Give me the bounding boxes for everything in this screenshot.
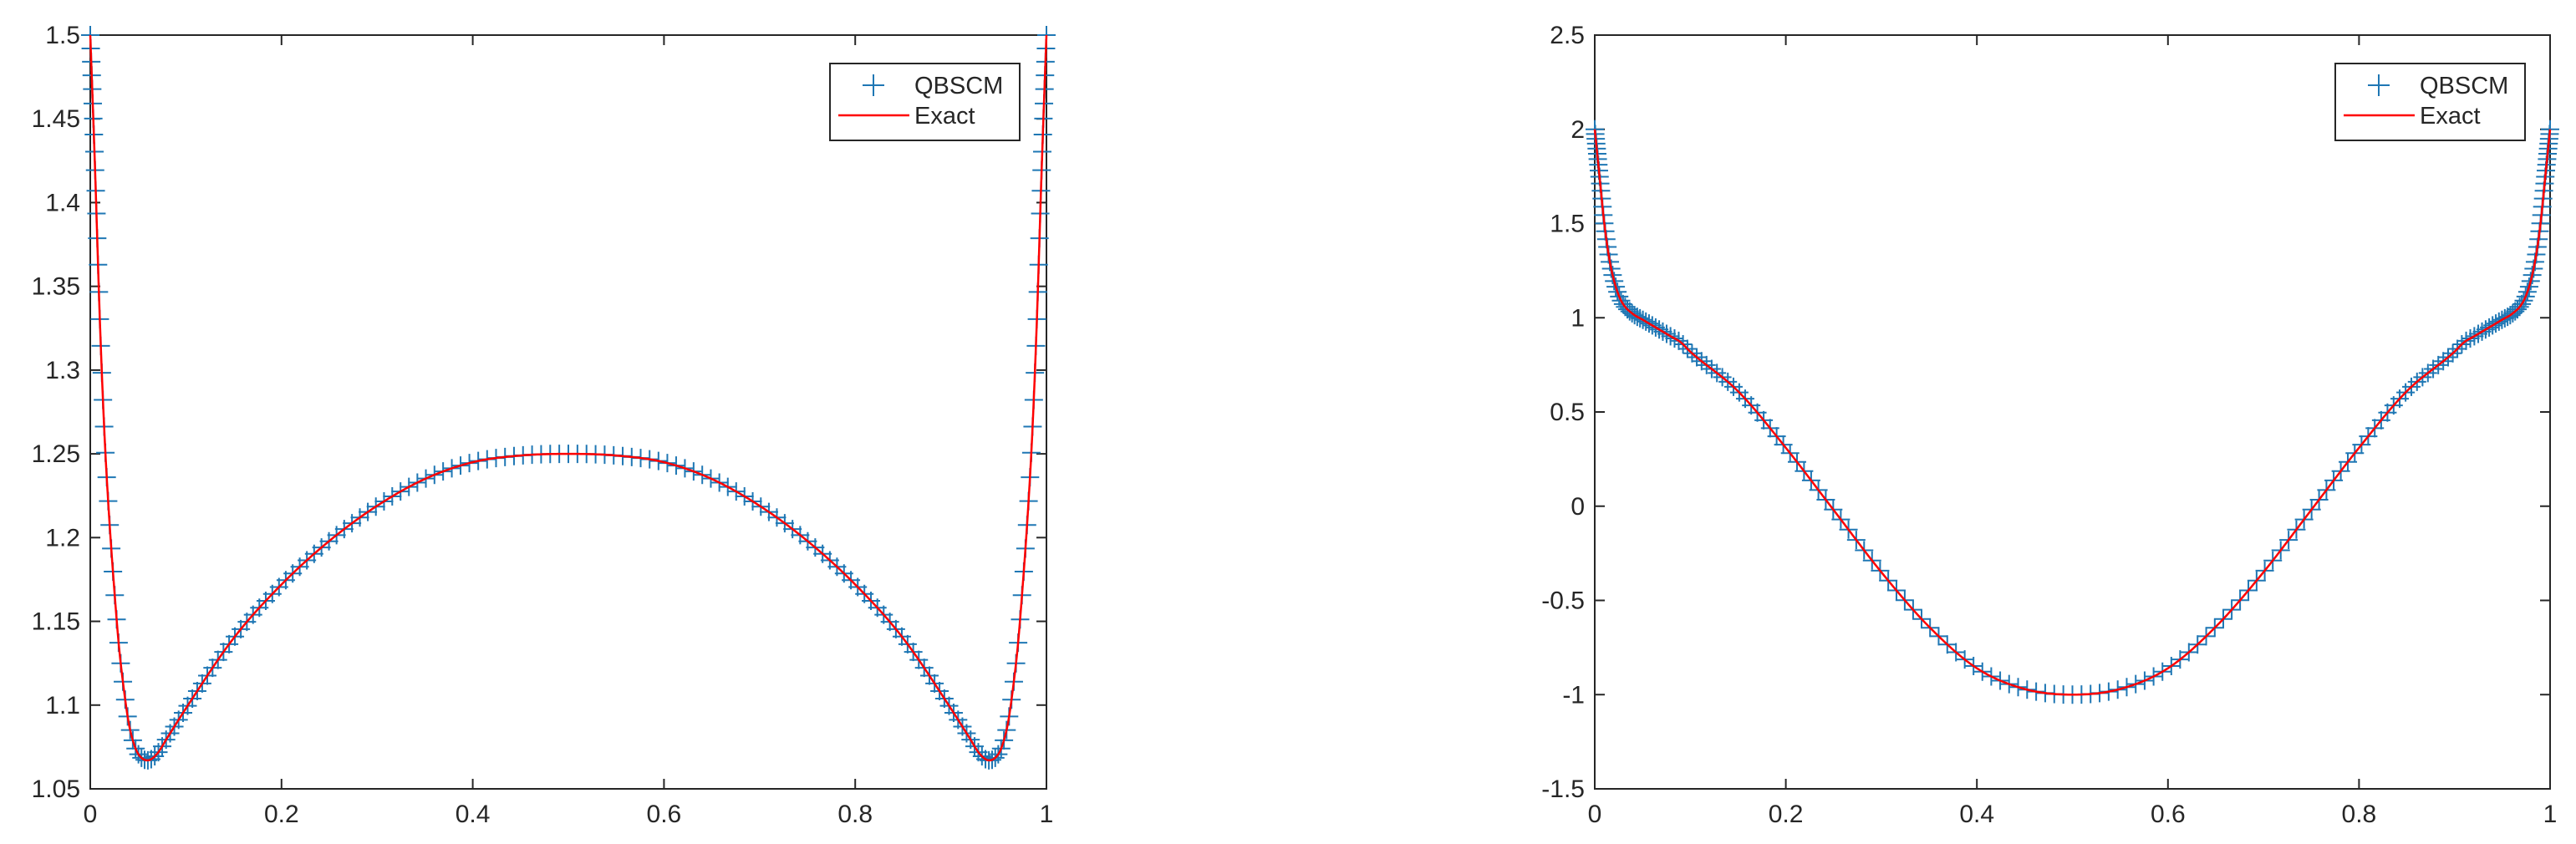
x-tick-label: 0.2: [264, 801, 299, 828]
legend-marker-qbscm: [863, 74, 884, 96]
legend-label-qbscm: QBSCM: [914, 73, 1003, 99]
series-exact-line: [89, 34, 1048, 762]
x-tick-label: 0: [1588, 801, 1602, 828]
chart-left: 0 0.2 0.4 0.6 0.8 1 1.05 1.1 1.15 1.2 1.25 1.3 1.35 1…: [32, 22, 1056, 828]
y-tick-label: 2: [1571, 116, 1585, 144]
x-tick-label: 1: [2543, 801, 2558, 828]
x-tick-label: 0.6: [647, 801, 682, 828]
y-tick-label: 1.5: [1550, 211, 1585, 238]
legend: QBSCM Exact: [829, 63, 1021, 141]
legend-label-exact: Exact: [2420, 103, 2481, 130]
legend-marker-qbscm: [2368, 74, 2390, 96]
y-tick-label: 1.3: [45, 357, 80, 384]
x-tick-label: 0.8: [2342, 801, 2377, 828]
y-tick-label: 2.5: [1550, 22, 1585, 49]
x-tick-label: 0.2: [1769, 801, 1804, 828]
series-exact-line: [1593, 129, 2552, 696]
x-tick-label: 0.4: [456, 801, 491, 828]
y-tick-label: 1.35: [32, 273, 80, 301]
y-tick-label: 1.2: [45, 524, 80, 552]
plot-frame: [1594, 34, 2551, 790]
x-tick-label: 0: [84, 801, 98, 828]
y-tick-label: 0.5: [1550, 399, 1585, 426]
y-tick-label: -0.5: [1541, 587, 1585, 615]
legend-label-qbscm: QBSCM: [2420, 73, 2508, 99]
y-tick-label: 1.25: [32, 440, 80, 468]
y-tick-label: 1.15: [32, 608, 80, 636]
plot-frame: [89, 34, 1047, 790]
y-tick-label: 1.05: [32, 775, 80, 803]
y-tick-label: 0: [1571, 493, 1585, 521]
y-tick-label: 1.1: [45, 692, 80, 719]
legend-label-exact: Exact: [914, 103, 975, 130]
chart-right: 0 0.2 0.4 0.6 0.8 1 -1.5 -1 -0.5 0 0.5 1 1.5 2 2.5 QBSC…: [1541, 22, 2559, 828]
y-tick-label: 1.45: [32, 105, 80, 133]
x-tick-label: 1: [1040, 801, 1054, 828]
x-tick-label: 0.4: [1959, 801, 1994, 828]
x-tick-label: 0.6: [2151, 801, 2186, 828]
y-tick-label: -1: [1562, 681, 1585, 709]
legend: QBSCM Exact: [2334, 63, 2526, 141]
y-tick-label: 1: [1571, 304, 1585, 332]
x-tick-label: 0.8: [837, 801, 873, 828]
series-qbscm: [1586, 119, 2559, 704]
y-tick-label: -1.5: [1541, 775, 1585, 803]
y-tick-label: 1.5: [45, 22, 80, 49]
y-tick-label: 1.4: [45, 189, 80, 216]
